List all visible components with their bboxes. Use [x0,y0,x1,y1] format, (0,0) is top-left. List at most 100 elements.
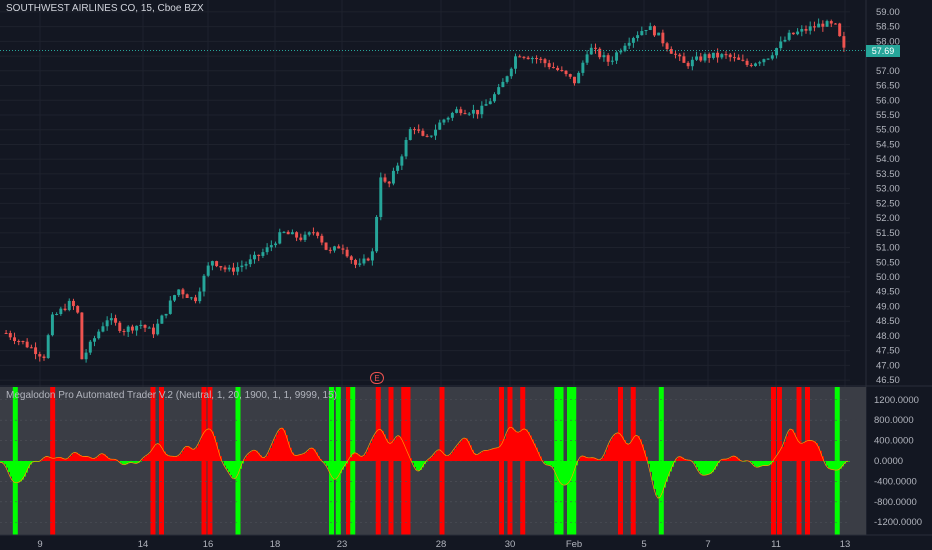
candle-body [678,54,682,57]
indicator-axis-label: 400.0000 [874,436,914,447]
indicator-area-segment [704,461,706,476]
candle-body [737,57,741,60]
candle-body [156,323,160,335]
indicator-area-segment [382,430,384,461]
candle-body [333,246,336,251]
price-axis-label: 54.50 [876,139,900,150]
indicator-area-segment [64,458,66,461]
indicator-area-segment [2,461,4,463]
indicator-area-segment [42,459,44,461]
indicator-area-segment [410,458,412,461]
indicator-area-segment [664,461,666,488]
indicator-area-segment [252,450,254,461]
candle-body [370,251,374,261]
indicator-area-segment [212,431,214,461]
indicator-area-segment [76,452,78,461]
indicator-area-segment [226,461,228,469]
candle-body [821,23,825,27]
candle-body [834,23,837,25]
earnings-marker[interactable]: E [370,372,384,384]
indicator-area-segment [772,461,774,463]
candle-body [274,243,278,246]
indicator-area-segment [336,461,338,480]
candle-body [749,64,753,66]
indicator-area-segment [112,459,114,461]
indicator-area-segment [12,461,14,481]
candle-body [93,338,96,342]
candle-body [522,56,526,58]
candle-body [484,104,488,106]
indicator-area-segment [436,451,438,461]
indicator-area-segment [676,458,678,461]
candle-body [139,324,143,326]
candle-body [345,249,349,257]
candle-body [181,289,185,295]
candle-body [97,331,101,339]
indicator-area-segment [162,448,164,461]
indicator-area-segment [712,461,714,473]
candle-body [455,109,459,113]
candle-body [349,256,353,260]
candle-body [560,70,564,72]
indicator-area-segment [840,461,842,469]
indicator-area-segment [478,454,480,461]
indicator-area-segment [666,461,668,482]
indicator-area-segment [550,461,552,466]
candle-body [581,62,585,73]
price-axis-label: 49.50 [876,287,900,298]
indicator-area-segment [48,456,50,461]
indicator-area-segment [378,429,380,461]
indicator-area-segment [250,451,252,461]
indicator-area-segment [634,437,636,461]
indicator-area-segment [282,428,284,461]
candle-body [572,76,576,84]
indicator-area-segment [594,457,596,461]
indicator-area-segment [678,456,680,461]
candle-body [543,59,547,64]
indicator-area-segment [492,448,494,461]
indicator-area-segment [52,458,54,461]
indicator-area-segment [484,450,486,461]
candle-body [63,308,67,311]
indicator-area-segment [22,461,24,480]
price-axis-label: 53.50 [876,169,900,180]
price-axis-label: 56.00 [876,95,900,106]
indicator-area-segment [152,449,154,461]
candle-body [278,232,282,244]
indicator-area-segment [638,436,640,461]
indicator-area-segment [72,453,74,461]
indicator-area-segment [408,453,410,461]
candle-body [518,56,522,58]
candle-body [408,129,412,140]
indicator-area-segment [654,461,656,490]
indicator-area-segment [554,461,556,471]
candle-body [290,232,294,235]
indicator-area-segment [662,461,664,494]
candle-body [829,21,833,24]
candle-body [804,28,808,31]
indicator-area-segment [506,433,508,461]
indicator-area-segment [286,435,288,461]
candle-body [438,122,442,130]
candle-body [610,60,614,62]
indicator-area-segment [542,460,544,462]
indicator-area-segment [446,455,448,461]
indicator-area-segment [164,451,166,461]
indicator-area-segment [450,454,452,461]
indicator-area-segment [798,440,800,461]
candle-body [341,248,345,250]
candle-body [59,308,63,314]
indicator-area-segment [166,454,168,461]
candle-body [791,32,795,35]
indicator-area-segment [98,455,100,461]
candle-body [657,32,661,36]
indicator-area-segment [806,441,808,461]
candle-body [530,58,534,60]
price-axis-label: 55.50 [876,110,900,121]
candle-body [46,335,50,358]
candle-body [745,60,749,65]
candle-body [13,337,16,342]
indicator-area-segment [826,461,828,466]
price-axis-label: 50.50 [876,257,900,268]
